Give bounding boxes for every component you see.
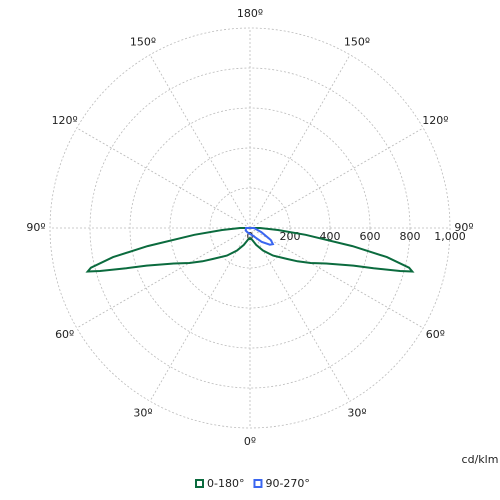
angle-label: 180º — [237, 7, 263, 20]
r-tick-label: 800 — [400, 230, 421, 243]
r-tick-label: 0 — [247, 230, 254, 243]
angle-label: 30º — [133, 406, 152, 419]
spoke — [149, 227, 251, 402]
legend-swatch — [253, 479, 263, 488]
angle-label: 150º — [130, 36, 156, 49]
angle-label: 150º — [344, 36, 370, 49]
spoke — [249, 127, 424, 229]
legend-swatch — [195, 479, 204, 488]
spoke — [76, 127, 251, 229]
legend-label: 0-180° — [207, 477, 244, 490]
unit-label: cd/klm — [462, 453, 499, 466]
angle-label: 30º — [347, 406, 366, 419]
spoke — [76, 227, 251, 329]
spoke — [249, 54, 351, 229]
spoke — [249, 227, 424, 329]
angle-label: 90º — [454, 221, 473, 234]
spoke — [249, 227, 351, 402]
angle-label: 0º — [244, 435, 256, 448]
legend-label: 90-270° — [265, 477, 309, 490]
r-tick-label: 600 — [360, 230, 381, 243]
ring — [89, 67, 411, 389]
ring — [129, 107, 371, 349]
angle-label: 60º — [426, 328, 445, 341]
angle-label: 60º — [55, 328, 74, 341]
series-line — [244, 227, 275, 246]
angle-label: 120º — [52, 114, 78, 127]
ring — [49, 27, 451, 429]
ring — [169, 147, 331, 309]
spoke — [149, 54, 251, 229]
r-tick-label: 1,000 — [434, 230, 466, 243]
angle-label: 90º — [26, 221, 45, 234]
angle-label: 120º — [422, 114, 448, 127]
ring — [209, 187, 291, 269]
series-line — [85, 227, 415, 273]
